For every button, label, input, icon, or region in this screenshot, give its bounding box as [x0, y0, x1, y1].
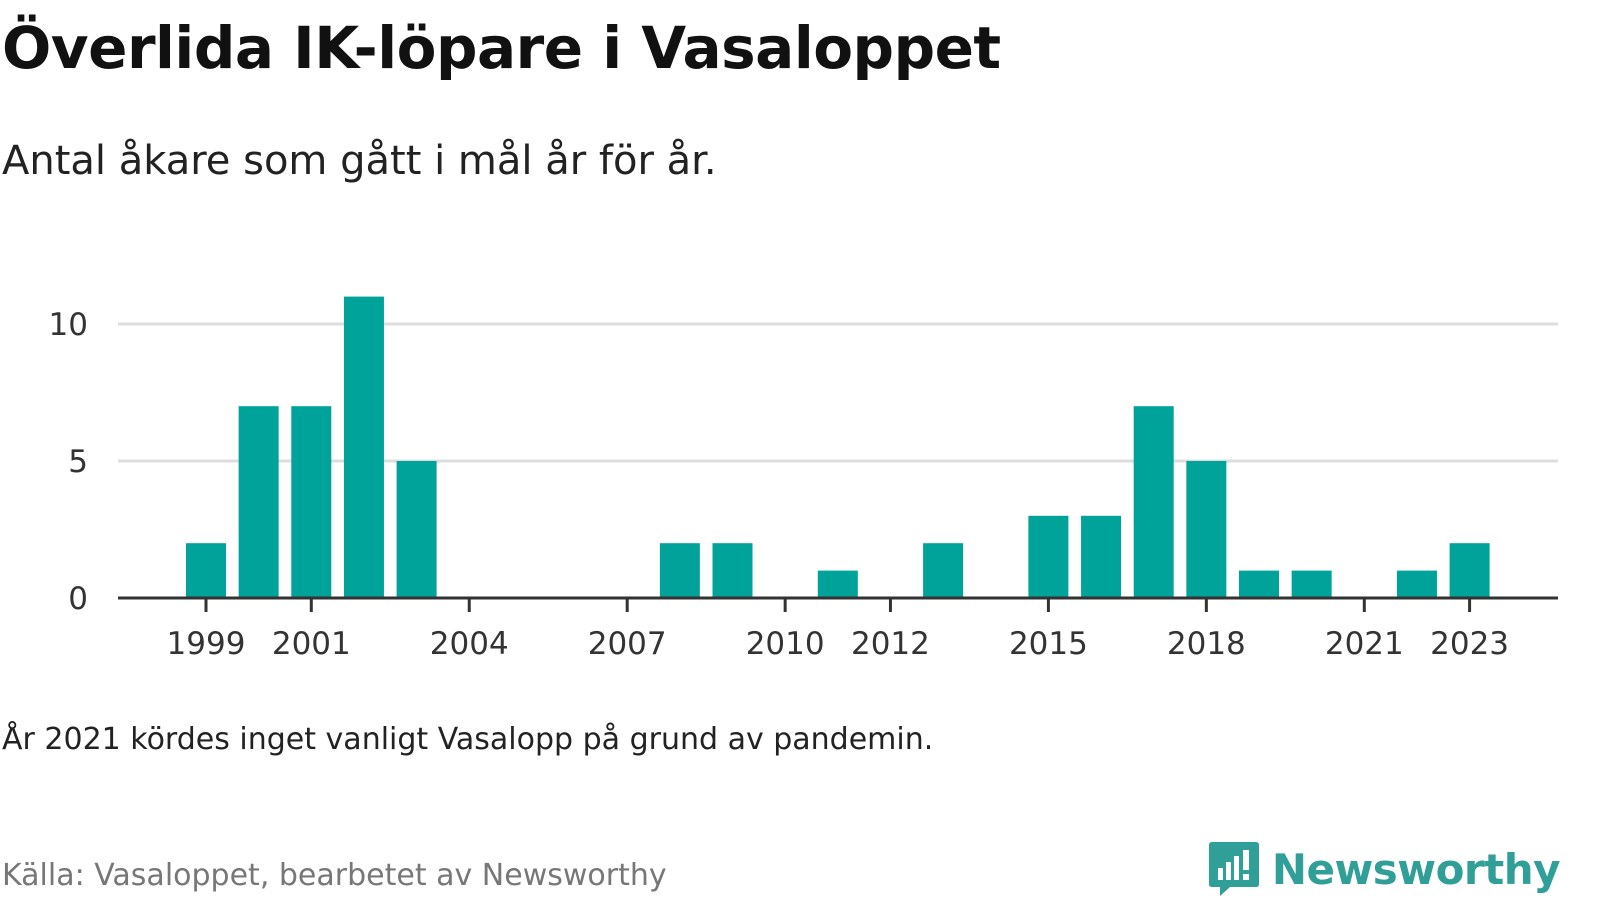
- newsworthy-logo: Newsworthy: [1208, 840, 1561, 898]
- x-tick-label: 2023: [1430, 626, 1509, 662]
- y-tick-label: 0: [68, 581, 88, 617]
- x-tick-label: 2021: [1325, 626, 1404, 662]
- bar-2008: [659, 543, 700, 598]
- bar-2016: [1081, 515, 1122, 598]
- bar-2003: [396, 461, 437, 598]
- bar-2002: [343, 296, 384, 598]
- x-tick-label: 2010: [746, 626, 825, 662]
- x-tick-label: 2015: [1009, 626, 1088, 662]
- y-tick-label: 10: [49, 307, 88, 343]
- bar-2015: [1028, 515, 1069, 598]
- bar-2001: [291, 406, 332, 598]
- bar-2013: [923, 543, 964, 598]
- bar-2009: [712, 543, 753, 598]
- bar-2023: [1449, 543, 1490, 598]
- x-tick-label: 2001: [272, 626, 351, 662]
- bar-1999: [186, 543, 226, 598]
- x-tick-label: 2018: [1167, 626, 1246, 662]
- x-tick-label: 2012: [851, 626, 930, 662]
- x-tick-label: 1999: [167, 626, 246, 662]
- bar-2018: [1186, 461, 1227, 598]
- bar-2000: [238, 406, 279, 598]
- x-tick-label: 2007: [588, 626, 667, 662]
- bar-2019: [1239, 570, 1279, 598]
- brand-name: Newsworthy: [1271, 844, 1561, 894]
- bar-2017: [1133, 406, 1174, 598]
- y-tick-label: 5: [68, 444, 88, 480]
- chart-title: Överlida IK-löpare i Vasaloppet: [2, 14, 1001, 82]
- source-text: Källa: Vasaloppet, bearbetet av Newswort…: [2, 858, 667, 893]
- bar-chart: 0 5 10 1999 2001 2004 2007 2010 2012 2015 2018 2021…: [49, 296, 1558, 662]
- bar-2011: [817, 570, 858, 598]
- bar-2022: [1396, 570, 1437, 598]
- chart-subtitle: Antal åkare som gått i mål år för år.: [2, 138, 717, 184]
- bar-2020: [1291, 570, 1332, 598]
- chart-note: År 2021 kördes inget vanligt Vasalopp på…: [2, 722, 934, 757]
- newsworthy-logo-icon: [1208, 842, 1259, 896]
- x-tick-label: 2004: [430, 626, 509, 662]
